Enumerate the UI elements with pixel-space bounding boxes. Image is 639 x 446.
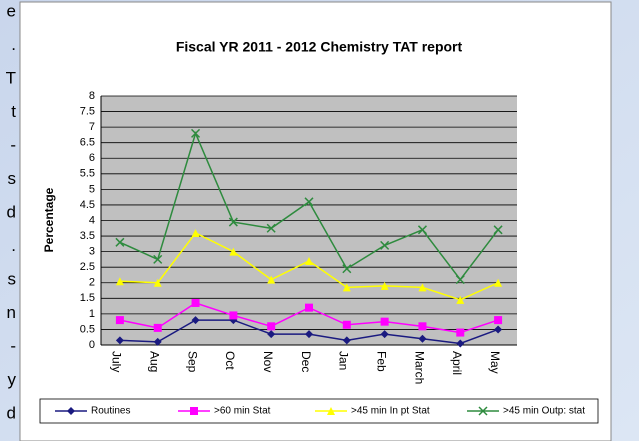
y-tick-label: 1 xyxy=(89,308,95,320)
y-tick-label: 4.5 xyxy=(80,199,95,211)
legend-label: >60 min Stat xyxy=(214,406,271,417)
marker xyxy=(228,217,238,227)
marker xyxy=(418,334,427,343)
marker xyxy=(305,256,313,265)
marker xyxy=(267,275,276,284)
y-tick-label: 0.5 xyxy=(80,323,95,335)
x-tick-label: March xyxy=(412,351,426,384)
y-tick-label: 1.5 xyxy=(80,292,95,304)
side-text: T xyxy=(6,68,16,87)
marker xyxy=(342,336,351,345)
marker xyxy=(456,295,465,304)
marker xyxy=(153,337,162,346)
x-tick-label: Sep xyxy=(185,351,199,373)
marker xyxy=(67,407,75,415)
x-tick-label: Oct xyxy=(223,351,237,370)
marker xyxy=(380,317,389,326)
marker xyxy=(456,339,465,348)
legend-label: >45 min Outp: stat xyxy=(503,406,585,417)
side-text: . xyxy=(11,35,16,54)
y-tick-label: 5.5 xyxy=(80,168,95,180)
marker xyxy=(191,128,201,138)
marker xyxy=(191,298,200,307)
marker xyxy=(267,322,276,331)
legend-label: >45 min In pt Stat xyxy=(351,406,430,417)
legend-label: Routines xyxy=(91,406,130,417)
marker xyxy=(153,254,163,264)
marker xyxy=(267,330,276,339)
marker xyxy=(418,283,427,292)
y-tick-label: 6.5 xyxy=(80,137,95,149)
side-text: . xyxy=(11,236,16,255)
marker xyxy=(304,197,314,207)
y-tick-label: 2 xyxy=(89,277,95,289)
x-tick-label: Nov xyxy=(261,351,275,372)
marker xyxy=(455,275,465,285)
marker xyxy=(494,325,503,334)
y-tick-label: 3.5 xyxy=(80,230,95,242)
marker xyxy=(305,330,313,339)
side-text: y xyxy=(8,370,17,389)
x-tick-label: May xyxy=(488,351,502,374)
y-tick-label: 7 xyxy=(89,121,95,133)
marker xyxy=(115,277,124,286)
marker xyxy=(229,311,238,320)
marker xyxy=(266,223,276,233)
side-text: - xyxy=(10,135,16,154)
x-tick-label: Aug xyxy=(148,351,162,372)
x-tick-label: Jan xyxy=(337,351,351,370)
x-tick-label: Feb xyxy=(374,351,388,372)
y-tick-label: 5 xyxy=(89,183,95,195)
y-tick-label: 0 xyxy=(89,339,95,351)
y-tick-label: 2.5 xyxy=(80,261,95,273)
side-text: s xyxy=(8,269,17,288)
side-text: t xyxy=(11,102,16,121)
y-tick-label: 7.5 xyxy=(80,105,95,117)
y-tick-label: 8 xyxy=(89,90,95,102)
marker xyxy=(115,237,125,247)
marker xyxy=(191,316,200,325)
chart-title: Fiscal YR 2011 - 2012 Chemistry TAT repo… xyxy=(176,39,463,55)
marker xyxy=(342,283,351,292)
marker xyxy=(418,322,427,331)
marker xyxy=(191,228,200,237)
y-tick-label: 4 xyxy=(89,214,95,226)
side-text: e xyxy=(7,1,16,20)
marker xyxy=(342,264,352,274)
side-text: s xyxy=(8,169,17,188)
marker xyxy=(494,278,503,287)
marker xyxy=(456,328,465,337)
y-tick-label: 3 xyxy=(89,246,95,258)
side-text: n xyxy=(7,303,16,322)
x-tick-label: April xyxy=(450,351,464,375)
marker xyxy=(342,320,351,329)
marker xyxy=(115,316,124,325)
marker xyxy=(153,323,162,332)
y-tick-label: 6 xyxy=(89,152,95,164)
marker xyxy=(115,336,124,345)
marker xyxy=(380,281,389,290)
y-axis-label: Percentage xyxy=(42,187,56,252)
side-text: - xyxy=(10,336,16,355)
side-text: d xyxy=(7,202,16,221)
marker xyxy=(417,225,427,235)
marker xyxy=(380,330,389,339)
side-text: d xyxy=(7,403,16,422)
x-tick-label: Dec xyxy=(299,351,313,372)
marker xyxy=(493,225,503,235)
marker xyxy=(478,406,488,416)
marker xyxy=(327,407,335,415)
marker xyxy=(494,316,503,325)
marker xyxy=(229,247,238,256)
marker xyxy=(190,407,198,415)
marker xyxy=(153,278,162,287)
marker xyxy=(380,240,390,250)
x-tick-label: July xyxy=(110,351,124,372)
marker xyxy=(305,303,313,312)
